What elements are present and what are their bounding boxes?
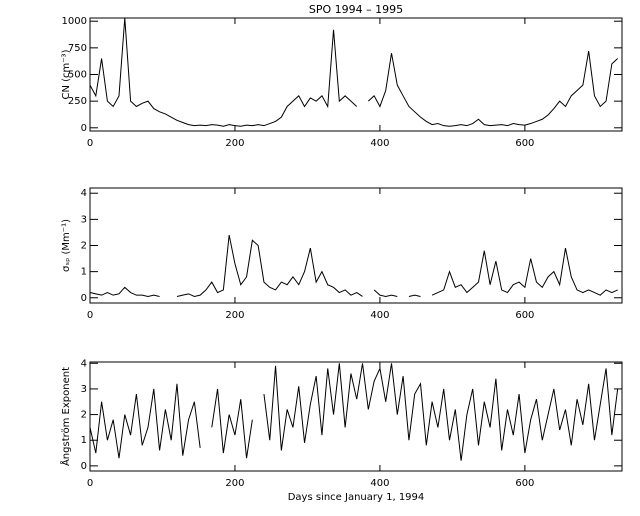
y-tick-label: 1000	[62, 16, 87, 27]
y-axis-label: σₛₚ (Mm⁻¹)	[61, 219, 72, 272]
data-line	[89, 17, 618, 127]
x-tick-label: 400	[370, 138, 389, 149]
chart-title: SPO 1994 – 1995	[309, 3, 403, 16]
x-tick-label: 600	[515, 310, 534, 321]
x-tick-label: 600	[515, 478, 534, 489]
y-tick-label: 750	[68, 43, 87, 54]
x-axis-label: Days since January 1, 1994	[288, 492, 425, 503]
x-tick-label: 0	[87, 310, 93, 321]
y-tick-label: 0	[81, 293, 87, 304]
x-tick-label: 0	[87, 478, 93, 489]
y-tick-label: 1	[81, 267, 87, 278]
y-tick-label: 3	[81, 214, 87, 225]
y-tick-label: 1	[81, 435, 87, 446]
data-line	[89, 234, 618, 297]
x-tick-label: 400	[370, 310, 389, 321]
y-tick-label: 3	[81, 384, 87, 395]
y-axis-label: CN (cm⁻³)	[61, 49, 72, 99]
y-tick-label: 0	[81, 461, 87, 472]
y-axis-label: Ångström Exponent	[59, 367, 72, 466]
y-tick-label: 4	[81, 358, 87, 369]
y-tick-label: 0	[81, 123, 87, 134]
plot-frame	[89, 187, 623, 304]
x-tick-label: 0	[87, 138, 93, 149]
y-tick-label: 250	[68, 96, 87, 107]
y-tick-label: 4	[81, 188, 87, 199]
plot-frame	[89, 17, 623, 132]
y-tick-label: 2	[81, 241, 87, 252]
plot-frame	[89, 361, 623, 472]
x-tick-label: 200	[225, 310, 244, 321]
x-tick-label: 200	[225, 138, 244, 149]
y-tick-label: 2	[81, 410, 87, 421]
x-tick-label: 200	[225, 478, 244, 489]
x-tick-label: 600	[515, 138, 534, 149]
data-line	[89, 363, 619, 461]
x-tick-label: 400	[370, 478, 389, 489]
y-tick-label: 500	[68, 70, 87, 81]
